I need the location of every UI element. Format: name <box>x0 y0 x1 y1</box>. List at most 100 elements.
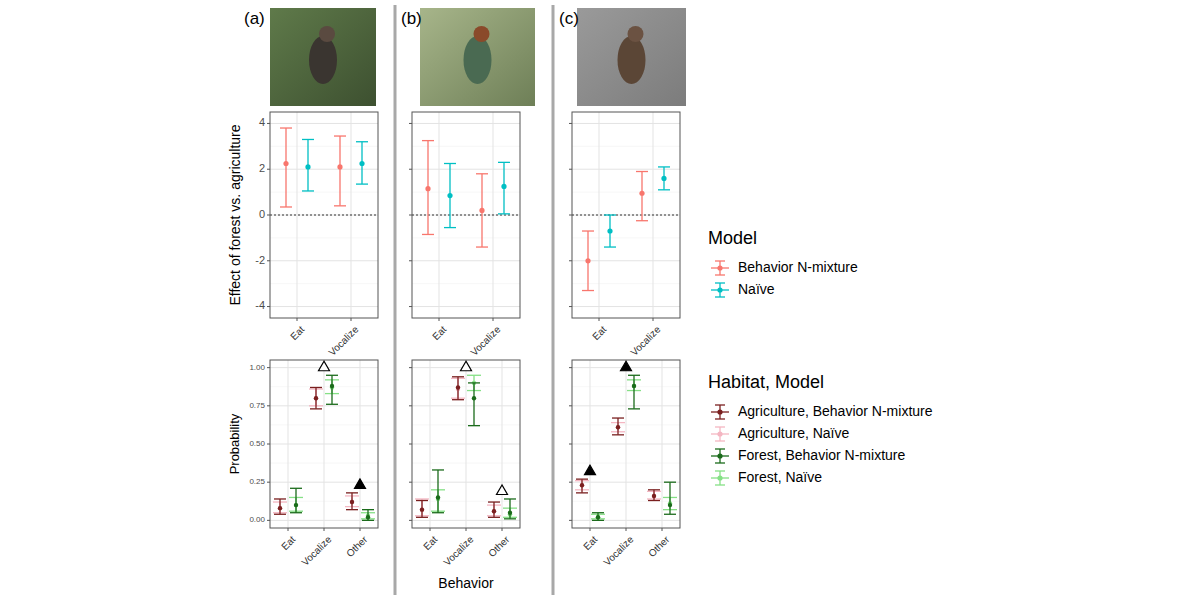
error-bar <box>664 482 676 514</box>
point <box>337 164 342 169</box>
error-bar-group <box>604 215 616 247</box>
grid-line-x <box>590 360 591 528</box>
grid-line-x <box>297 112 298 318</box>
error-bar-cap <box>612 434 624 435</box>
significance-marker <box>355 479 366 489</box>
x-tick-label: Other <box>486 533 512 559</box>
legend-key <box>715 274 725 275</box>
point <box>472 396 476 400</box>
data-group <box>572 167 680 291</box>
error-bar-cap <box>628 408 640 409</box>
error-bar-group <box>488 502 500 517</box>
point <box>350 500 354 504</box>
error-bar-cap <box>468 425 480 426</box>
error-bar <box>604 215 616 247</box>
chart-panel: -4-2024EatVocalize(a)Effect of forest vs… <box>227 9 378 358</box>
legend-key <box>715 426 725 427</box>
point <box>508 511 512 515</box>
error-bar-group <box>302 139 314 191</box>
x-tick <box>493 318 494 321</box>
error-bar-cap <box>310 387 322 388</box>
error-bar-group <box>592 513 604 521</box>
error-bar <box>280 128 292 207</box>
point <box>283 161 288 166</box>
error-bar-cap <box>280 127 292 128</box>
error-bar-cap <box>592 512 604 513</box>
error-bar-stem <box>295 488 296 512</box>
error-bar <box>504 499 516 519</box>
error-bar <box>422 141 434 235</box>
legend-key <box>717 287 722 292</box>
y-tick <box>569 444 572 445</box>
error-bar-cap <box>326 404 338 405</box>
error-bar-stem <box>285 128 286 207</box>
error-bar-cap <box>422 140 434 141</box>
error-bar-cap <box>326 375 338 376</box>
point <box>278 506 282 510</box>
legend: Model Behavior N-mixture Naïve <box>708 228 858 297</box>
point <box>632 384 636 388</box>
y-tick <box>267 405 270 406</box>
error-bar <box>274 499 286 514</box>
y-tick-label: 0.25 <box>249 477 265 486</box>
point <box>596 515 600 519</box>
error-bar-cap <box>302 190 314 191</box>
chart-panel: EatVocalizeOtherBehavior <box>409 360 520 591</box>
error-bar <box>346 493 358 510</box>
y-tick <box>267 520 270 521</box>
error-bar-cap <box>476 246 488 247</box>
data-group <box>415 375 517 519</box>
error-bar-group <box>334 136 346 206</box>
chart-panel: EatVocalize(b) <box>401 9 520 358</box>
error-bar-cap <box>658 166 670 167</box>
grid-line <box>572 306 680 307</box>
y-tick <box>267 123 270 124</box>
point <box>350 500 354 504</box>
y-tick-label: 2 <box>259 162 265 174</box>
error-bar-cap <box>452 399 464 400</box>
grid-line-x <box>324 360 325 528</box>
legend-label: Behavior N-mixture <box>738 259 858 275</box>
grid-line <box>412 123 520 124</box>
point <box>652 494 656 498</box>
legend-label: Naïve <box>738 281 775 297</box>
y-axis-title: Probability <box>227 413 242 474</box>
error-bar-group <box>628 375 640 409</box>
bird-photo <box>577 8 686 106</box>
y-tick-label: -4 <box>255 299 265 311</box>
error-bar-group <box>498 162 510 214</box>
grid-line <box>270 215 378 216</box>
x-tick-label: Eat <box>288 324 307 343</box>
legend-key <box>715 440 725 441</box>
legend-label: Agriculture, Naïve <box>738 425 849 441</box>
point <box>447 193 452 198</box>
legend: Habitat, ModelAgriculture, Behavior N-mi… <box>708 372 933 485</box>
error-bar-stem <box>331 375 332 404</box>
error-bar <box>356 142 368 184</box>
y-tick <box>409 405 412 406</box>
grid-line-x <box>430 360 431 528</box>
error-bar-cap <box>648 500 660 501</box>
error-bar-group <box>636 172 648 221</box>
legend-label: Agriculture, Behavior N-mixture <box>738 403 933 419</box>
error-bar-cap <box>664 514 676 515</box>
error-bar-cap <box>362 520 374 521</box>
error-bar-cap <box>636 220 648 221</box>
error-bar-group <box>664 482 676 514</box>
error-bar-cap <box>346 492 358 493</box>
error-bar-cap <box>444 163 456 164</box>
grid-line <box>572 123 680 124</box>
y-tick-label: 0.00 <box>249 515 265 524</box>
legend-title: Model <box>708 228 757 248</box>
x-tick-label: Vocalize <box>299 533 333 567</box>
legend-label: Forest, Naïve <box>738 469 822 485</box>
point <box>479 208 484 213</box>
y-tick <box>569 405 572 406</box>
point <box>668 503 672 507</box>
error-bar <box>648 490 660 501</box>
x-tick <box>590 528 591 531</box>
point <box>425 186 430 191</box>
legend-key <box>715 296 725 297</box>
significance-marker <box>461 361 472 371</box>
reference-line <box>270 215 378 216</box>
